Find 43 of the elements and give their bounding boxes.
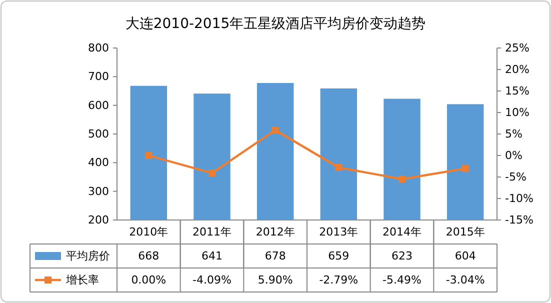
legend-label: 平均房价 — [66, 250, 110, 262]
y-tick-label: 200 — [88, 214, 109, 226]
point — [145, 152, 152, 159]
chart-title: 大连2010-2015年五星级酒店平均房价变动趋势 — [125, 16, 426, 32]
y2-tick-label: -15% — [505, 214, 534, 226]
y2-tick-label: -5% — [505, 170, 526, 184]
point — [335, 164, 342, 171]
data-label: -4.09% — [192, 274, 232, 286]
data-label: 623 — [392, 250, 412, 262]
x-tick-label: 2012年 — [256, 226, 295, 238]
x-tick-label: 2011年 — [192, 226, 232, 238]
y-tick-label: 800 — [88, 42, 109, 54]
data-label: 678 — [264, 250, 286, 262]
data-label: 641 — [202, 250, 222, 262]
y2-tick-label: 25% — [505, 42, 530, 54]
y2-tick-label: 5% — [505, 128, 522, 140]
legend-label: 增长率 — [65, 274, 99, 286]
y2-tick-label: 0% — [505, 149, 522, 162]
y2-tick-label: 10% — [505, 106, 530, 119]
x-tick-label: 2015年 — [446, 226, 485, 238]
y2-tick-label: -10% — [505, 192, 534, 205]
data-label: -3.04% — [446, 274, 485, 286]
data-label: -5.49% — [382, 274, 422, 286]
x-tick-label: 2013年 — [319, 226, 358, 238]
y-tick-label: 400 — [88, 156, 109, 170]
data-label: 668 — [138, 250, 160, 262]
data-label: 5.90% — [258, 274, 293, 286]
x-tick-label: 2014年 — [382, 226, 422, 238]
y2-tick-label: 15% — [505, 84, 530, 98]
data-label: 604 — [454, 250, 476, 262]
point — [398, 176, 406, 183]
x-tick-label: 2010年 — [129, 226, 168, 238]
point — [208, 170, 216, 177]
y-tick-label: 300 — [88, 184, 109, 198]
data-label: -2.79% — [319, 274, 358, 286]
point — [462, 165, 469, 172]
y-tick-label: 500 — [88, 128, 109, 140]
y2-tick-label: 20% — [505, 63, 530, 76]
y-tick-label: 700 — [88, 70, 109, 84]
data-label: 659 — [328, 250, 350, 262]
y-tick-label: 600 — [88, 98, 109, 112]
point — [272, 126, 279, 134]
data-label: 0.00% — [131, 274, 166, 286]
